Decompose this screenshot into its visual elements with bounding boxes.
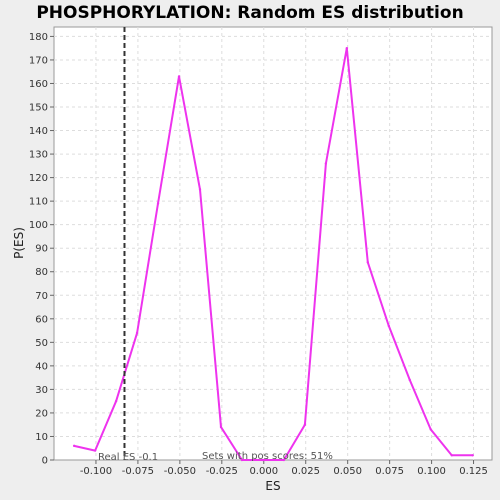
- y-tick-label: 150: [29, 103, 48, 114]
- series-line: [73, 47, 473, 461]
- data-point: [219, 425, 223, 429]
- y-tick-label: 110: [29, 197, 48, 208]
- data-point: [177, 75, 181, 78]
- x-tick-label: 0.025: [291, 466, 320, 477]
- x-tick-label: 0.125: [459, 466, 488, 477]
- y-tick-label: 60: [35, 314, 48, 325]
- data-point: [471, 454, 474, 457]
- y-tick-label: 30: [35, 385, 48, 396]
- grid-lines: [54, 27, 492, 460]
- y-tick-label: 0: [42, 456, 48, 467]
- x-tick-label: -0.025: [206, 466, 238, 477]
- y-axis-title: P(ES): [12, 227, 26, 259]
- chart-title: PHOSPHORYLATION: Random ES distribution: [36, 3, 463, 23]
- y-tick-label: 90: [35, 244, 48, 255]
- x-tick-label: 0.100: [417, 466, 446, 477]
- plot-area: [53, 26, 493, 461]
- y-tick-label: 80: [35, 267, 48, 278]
- x-tick-label: -0.075: [122, 466, 154, 477]
- data-point: [72, 444, 76, 448]
- series-layer: [72, 46, 474, 462]
- y-tick-label: 180: [29, 32, 48, 43]
- x-axis-title: ES: [265, 479, 280, 493]
- x-tick-label: -0.050: [164, 466, 196, 477]
- y-tick-label: 160: [29, 79, 48, 90]
- data-point: [429, 428, 432, 431]
- real-es-label: Real ES -0.1: [98, 452, 158, 463]
- data-point: [135, 331, 139, 335]
- data-point: [198, 188, 202, 191]
- y-tick-label: 70: [35, 291, 48, 302]
- y-tick-label: 120: [29, 173, 48, 184]
- y-tick-label: 100: [29, 220, 48, 231]
- data-point: [240, 458, 244, 462]
- data-point: [282, 458, 286, 462]
- x-tick-label: -0.100: [80, 466, 112, 477]
- data-point: [114, 399, 118, 403]
- data-point: [450, 454, 453, 457]
- axes: 0 10 20 30 40 50 60 70 80 90 100 110 120 130 140 150 160…: [29, 32, 488, 477]
- data-point: [408, 378, 411, 382]
- data-point: [387, 324, 390, 328]
- y-tick-label: 50: [35, 338, 48, 349]
- data-point: [93, 449, 97, 452]
- x-tick-label: 0.075: [375, 466, 404, 477]
- y-tick-label: 40: [35, 361, 48, 372]
- y-tick-label: 130: [29, 150, 48, 161]
- y-tick-label: 20: [35, 408, 48, 419]
- data-point: [156, 202, 160, 205]
- data-point: [303, 423, 307, 426]
- y-tick-label: 140: [29, 126, 48, 137]
- pos-scores-label: Sets with pos scores: 51%: [202, 451, 333, 462]
- y-tick-label: 170: [29, 55, 48, 66]
- x-tick-label: 0.050: [333, 466, 362, 477]
- data-point: [261, 458, 265, 462]
- data-point: [366, 261, 370, 264]
- data-point: [345, 46, 349, 50]
- data-point: [324, 162, 328, 165]
- x-tick-label: 0.000: [249, 466, 278, 477]
- y-tick-label: 10: [35, 432, 48, 443]
